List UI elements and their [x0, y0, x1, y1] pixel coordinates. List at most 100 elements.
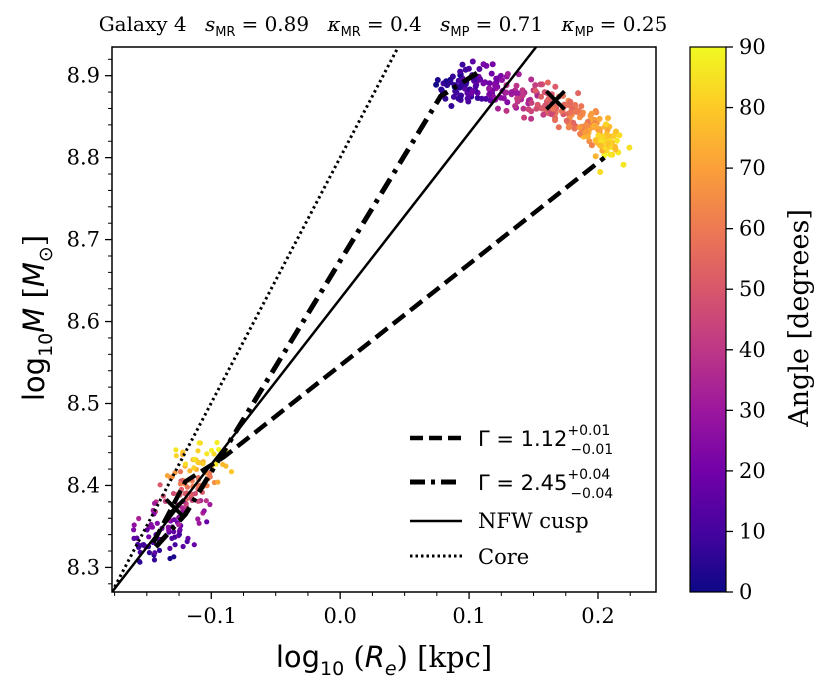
scatter-point [514, 95, 521, 102]
scatter-point [177, 527, 183, 533]
scatter-point [176, 531, 182, 538]
legend-label-gamma-1-12: Γ = 1.12+0.01 −0.01 [478, 423, 613, 458]
scatter-point [544, 79, 551, 86]
scatter-point [521, 114, 528, 121]
scatter-point [191, 542, 197, 548]
scatter-point [552, 117, 558, 124]
line-core [112, 47, 400, 592]
title-k-mr-sub: MR [341, 25, 361, 40]
scatter-point [600, 133, 606, 140]
scatter-point [204, 519, 210, 525]
scatter-point [489, 61, 496, 68]
y-label-unit-sub: ⊙ [35, 246, 57, 262]
scatter-point [503, 107, 510, 114]
x-label-var-sub: e [385, 658, 397, 680]
title-s-mr-symbol: s [205, 12, 215, 36]
scatter-point [476, 66, 483, 72]
scatter-point [612, 146, 619, 153]
scatter-point [167, 545, 173, 552]
scatter-point [520, 105, 527, 112]
y-tick-label: 8.4 [67, 473, 100, 497]
title-k-mp-sub: MP [575, 25, 594, 40]
scatter-point [620, 161, 627, 168]
legend-gamma-2-45-value: Γ = 2.45 [478, 471, 567, 495]
scatter-point [182, 461, 189, 467]
scatter-point [146, 534, 152, 540]
y-tick-label: 8.6 [67, 310, 100, 334]
legend-gamma-1-12-value: Γ = 1.12 [478, 427, 567, 451]
scatter-point [472, 76, 479, 83]
scatter-point [144, 527, 150, 533]
scatter-point [513, 82, 520, 89]
scatter-point [195, 516, 201, 522]
y-axis-label: log10M [M⊙] [17, 235, 57, 401]
scatter-point [583, 128, 590, 135]
scatter-point [597, 142, 604, 149]
scatter-point [550, 105, 557, 112]
legend-label-core: Core [478, 545, 529, 569]
title-k-mr-symbol: κ [326, 12, 340, 36]
scatter-point [433, 81, 440, 88]
scatter-point [565, 124, 572, 131]
colorbar-tick-label: 20 [739, 459, 766, 483]
colorbar-tick-label: 80 [739, 96, 766, 120]
scatter-point [514, 90, 521, 97]
scatter-point [166, 527, 172, 533]
scatter-point [537, 81, 544, 88]
scatter-point [196, 520, 202, 526]
colorbar-label: Angle [degrees] [784, 209, 815, 428]
colorbar-tick-label: 70 [739, 156, 766, 180]
legend-label-nfw: NFW cusp [478, 509, 589, 533]
scatter-point [576, 124, 583, 131]
title-s-mr-sub: MR [215, 25, 235, 40]
scatter-point [597, 169, 604, 175]
scatter-point [448, 103, 455, 109]
scatter-point [169, 535, 175, 542]
scatter-point [170, 490, 177, 497]
x-tick-label: −0.1 [186, 604, 237, 628]
scatter-point [592, 137, 599, 144]
scatter-point [563, 117, 570, 124]
x-label-log: log [276, 640, 320, 674]
scatter-point [499, 77, 505, 83]
x-label-open: ( [344, 640, 365, 674]
scatter-point [493, 75, 500, 82]
scatter-point [626, 144, 633, 151]
x-tick-label: 0.1 [452, 604, 485, 628]
scatter-point [192, 491, 198, 497]
legend-gamma-2-45-sup: +0.04 [567, 467, 610, 483]
scatter-point [584, 133, 591, 140]
scatter-point [532, 87, 539, 94]
scatter-point [528, 76, 535, 83]
title-s-mp-symbol: s [440, 12, 450, 36]
scatter-point [483, 62, 490, 69]
scatter-point [152, 550, 158, 556]
colorbar-tick-label: 50 [739, 277, 766, 301]
title-galaxy: Galaxy 4 [99, 12, 187, 36]
scatter-point [157, 482, 163, 488]
scatter-point [207, 470, 213, 476]
scatter-point [131, 522, 137, 528]
scatter-point [156, 547, 163, 554]
title-s-mp-sub: MP [450, 25, 469, 40]
scatter-point [534, 101, 541, 108]
scatter-point [438, 86, 445, 93]
y-tick-label: 8.5 [67, 392, 100, 416]
title-s-mp-value: = 0.71 [475, 12, 543, 36]
scatter-point [469, 58, 476, 65]
scatter-point [223, 463, 229, 469]
scatter-point [173, 453, 179, 459]
scatter-point [613, 137, 620, 144]
scatter-point [462, 85, 468, 92]
scatter-point [146, 550, 152, 556]
scatter-point [191, 465, 197, 471]
scatter-point [214, 439, 220, 446]
legend-gamma-2-45-sub: −0.04 [570, 486, 613, 502]
scatter-point [495, 105, 501, 112]
scatter-point [504, 99, 511, 106]
scatter-point [180, 543, 186, 550]
scatter-point [477, 76, 484, 83]
scatter-point [508, 89, 515, 96]
scatter-point [567, 109, 574, 116]
